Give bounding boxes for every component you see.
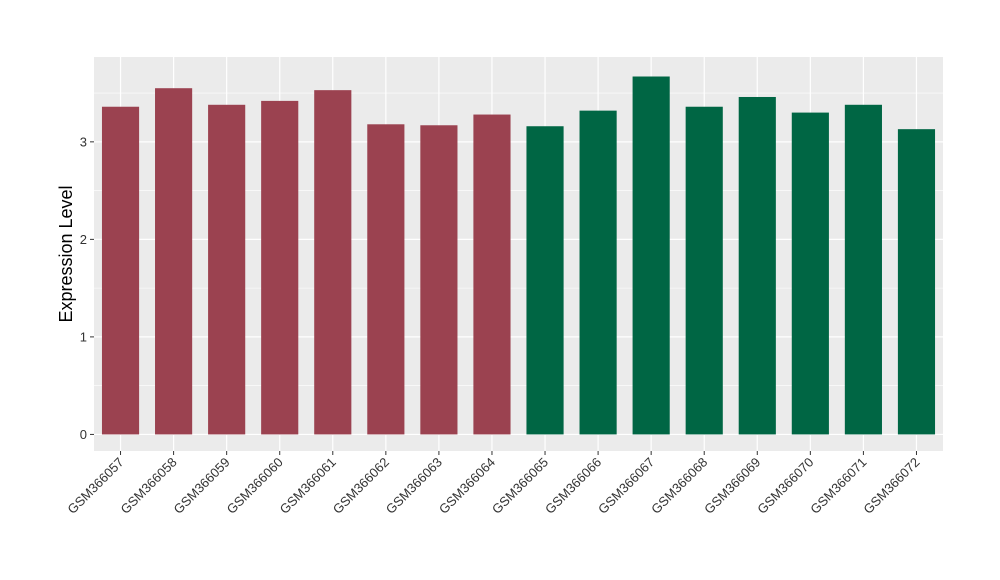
- x-tick-label: GSM366058: [117, 455, 179, 517]
- y-tick-label: 1: [80, 329, 87, 344]
- y-tick-label: 0: [80, 427, 87, 442]
- x-tick-label: GSM366057: [64, 455, 126, 517]
- x-tick-label: GSM366062: [330, 455, 392, 517]
- x-tick-label: GSM366068: [648, 455, 710, 517]
- x-tick-label: GSM366064: [436, 455, 498, 517]
- bar-GSM366066: [579, 110, 617, 435]
- bar-GSM366063: [420, 125, 458, 435]
- bar-GSM366069: [738, 96, 776, 435]
- x-tick-label: GSM366069: [701, 455, 763, 517]
- bar-GSM366061: [314, 90, 352, 435]
- y-axis: 0 1 2 3: [80, 134, 94, 442]
- x-tick-label: GSM366071: [807, 455, 869, 517]
- x-tick-label: GSM366063: [383, 455, 445, 517]
- bar-GSM366067: [632, 76, 670, 435]
- bar-GSM366068: [685, 106, 723, 435]
- x-tick-label: GSM366066: [542, 455, 604, 517]
- x-axis: GSM366057GSM366058GSM366059GSM366060GSM3…: [64, 451, 923, 517]
- bar-GSM366058: [155, 88, 193, 435]
- bar-GSM366071: [844, 104, 882, 435]
- bars: [101, 76, 936, 435]
- x-tick-label: GSM366067: [595, 455, 657, 517]
- bar-GSM366064: [473, 114, 511, 435]
- bar-GSM366070: [791, 112, 829, 435]
- bar-GSM366059: [208, 104, 246, 435]
- y-tick-label: 3: [80, 134, 87, 149]
- bar-GSM366062: [367, 124, 405, 435]
- x-tick-label: GSM366065: [489, 455, 551, 517]
- x-tick-label: GSM366070: [754, 455, 816, 517]
- bar-GSM366072: [897, 129, 936, 435]
- y-axis-title: Expression Level: [56, 185, 76, 322]
- bar-GSM366060: [261, 100, 299, 435]
- bar-GSM366057: [101, 106, 140, 435]
- x-tick-label: GSM366072: [860, 455, 922, 517]
- bar-GSM366065: [526, 126, 564, 435]
- x-tick-label: GSM366061: [277, 455, 339, 517]
- y-tick-label: 2: [80, 232, 87, 247]
- x-tick-label: GSM366059: [171, 455, 233, 517]
- x-tick-label: GSM366060: [224, 455, 286, 517]
